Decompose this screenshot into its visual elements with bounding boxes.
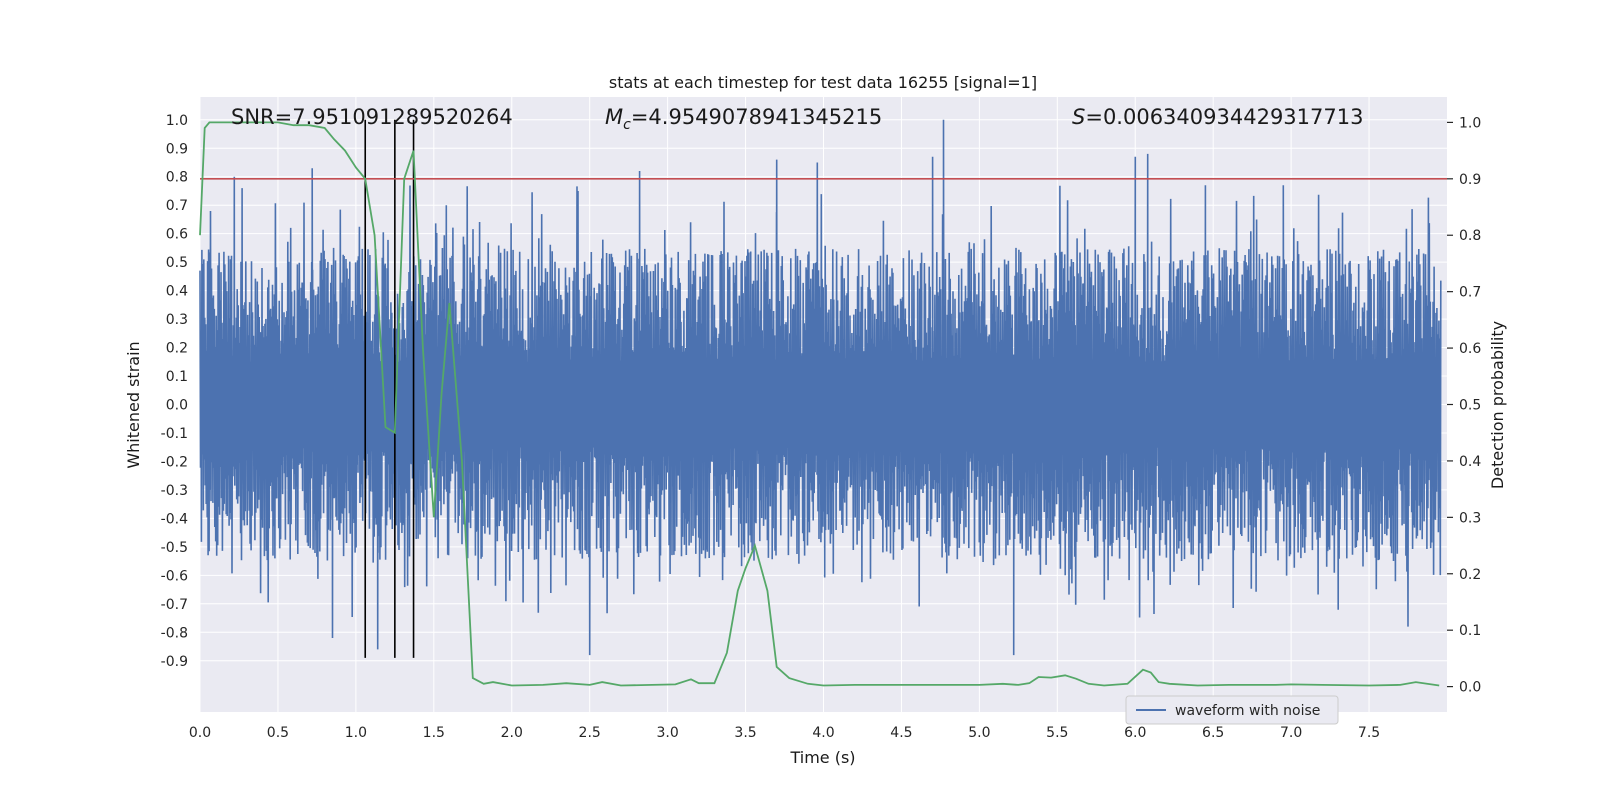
y2-tick-label: 0.0 bbox=[1459, 680, 1481, 696]
y-tick-label: 0.5 bbox=[166, 255, 188, 271]
y-tick-label: -0.9 bbox=[161, 654, 188, 670]
x-tick-label: 4.5 bbox=[890, 725, 912, 741]
y-tick-label: -0.4 bbox=[161, 511, 188, 527]
x-axis-label: Time (s) bbox=[789, 748, 855, 767]
x-tick-label: 4.0 bbox=[812, 725, 834, 741]
waveform-line bbox=[199, 119, 1442, 656]
chart-title: stats at each timestep for test data 162… bbox=[609, 73, 1037, 92]
x-tick-label: 7.0 bbox=[1280, 725, 1302, 741]
x-tick-label: 5.0 bbox=[968, 725, 990, 741]
x-tick-label: 6.0 bbox=[1124, 725, 1146, 741]
x-tick-label: 6.5 bbox=[1202, 725, 1224, 741]
y-tick-label: -0.7 bbox=[161, 597, 188, 613]
vertical-markers bbox=[364, 119, 415, 658]
x-tick-label: 7.5 bbox=[1358, 725, 1380, 741]
y2-tick-label: 0.6 bbox=[1459, 341, 1481, 357]
y-tick-label: 1.0 bbox=[166, 113, 188, 129]
y2-tick-label: 0.2 bbox=[1459, 567, 1481, 583]
legend-entry: waveform with noise bbox=[1175, 703, 1320, 719]
y-tick-label: -0.3 bbox=[161, 483, 188, 499]
y2-tick-label: 0.1 bbox=[1459, 623, 1481, 639]
legend-box bbox=[1125, 695, 1339, 725]
y2-tick-label: 0.4 bbox=[1459, 454, 1481, 470]
y-tick-label: 0.3 bbox=[166, 312, 188, 328]
snr-annotation: SNR=7.951091289520264 bbox=[231, 105, 513, 129]
s-annotation: S=0.006340934429317713 bbox=[1072, 105, 1363, 129]
waveform-series bbox=[199, 119, 1442, 656]
x-tick-label: 1.5 bbox=[423, 725, 445, 741]
x-tick-label: 3.5 bbox=[734, 725, 756, 741]
x-tick-label: 2.0 bbox=[501, 725, 523, 741]
y-tick-labels: 1.0 0.9 0.8 0.7 0.6 0.5 0.4 0.3 0.2 0.1 0.0 -0.1 -0.… bbox=[161, 113, 188, 670]
x-tick-label: 3.0 bbox=[656, 725, 678, 741]
y2-tick-label: 0.5 bbox=[1459, 398, 1481, 414]
x-tick-label: 1.0 bbox=[345, 725, 367, 741]
y-tick-label: -0.6 bbox=[161, 568, 188, 584]
x-tick-label: 5.5 bbox=[1046, 725, 1068, 741]
mc-annotation: Mc=4.9549078941345215 bbox=[605, 105, 882, 133]
y-tick-label: 0.9 bbox=[166, 141, 188, 157]
y-tick-label: 0.8 bbox=[166, 170, 188, 186]
y2-tick-label: 0.8 bbox=[1459, 228, 1481, 244]
x-tick-labels: 0.0 0.5 1.0 1.5 2.0 2.5 3.0 3.5 4.0 4.5 5.0 5.5 6.0 6… bbox=[189, 725, 1380, 741]
legend: waveform with noise bbox=[1125, 695, 1339, 725]
y2-tick-label: 0.3 bbox=[1459, 510, 1481, 526]
y-tick-label: -0.5 bbox=[161, 540, 188, 556]
y-tick-label: 0.7 bbox=[166, 198, 188, 214]
y-tick-label: 0.2 bbox=[166, 341, 188, 357]
y-tick-label: -0.2 bbox=[161, 454, 188, 470]
y-tick-label: -0.1 bbox=[161, 426, 188, 442]
y-tick-label: 0.0 bbox=[166, 398, 188, 414]
y-tick-label: 0.1 bbox=[166, 369, 188, 385]
y-tick-label: 0.6 bbox=[166, 227, 188, 243]
x-tick-label: 0.5 bbox=[267, 725, 289, 741]
y2-tick-label: 0.7 bbox=[1459, 285, 1481, 301]
x-tick-label: 0.0 bbox=[189, 725, 211, 741]
y2-tick-label: 0.9 bbox=[1459, 172, 1481, 188]
y2-axis-label: Detection probability bbox=[1488, 321, 1507, 489]
y2-tick-label: 1.0 bbox=[1459, 115, 1481, 131]
x-tick-label: 2.5 bbox=[579, 725, 601, 741]
probability-series bbox=[199, 121, 1440, 687]
probability-line bbox=[199, 121, 1440, 687]
y-axis-label: Whitened strain bbox=[124, 341, 143, 468]
y2-tick-labels: 1.0 0.9 0.8 0.7 0.6 0.5 0.4 0.3 0.2 0.1 0.0 bbox=[1447, 115, 1481, 696]
y-tick-label: -0.8 bbox=[161, 625, 188, 641]
y-tick-label: 0.4 bbox=[166, 284, 188, 300]
